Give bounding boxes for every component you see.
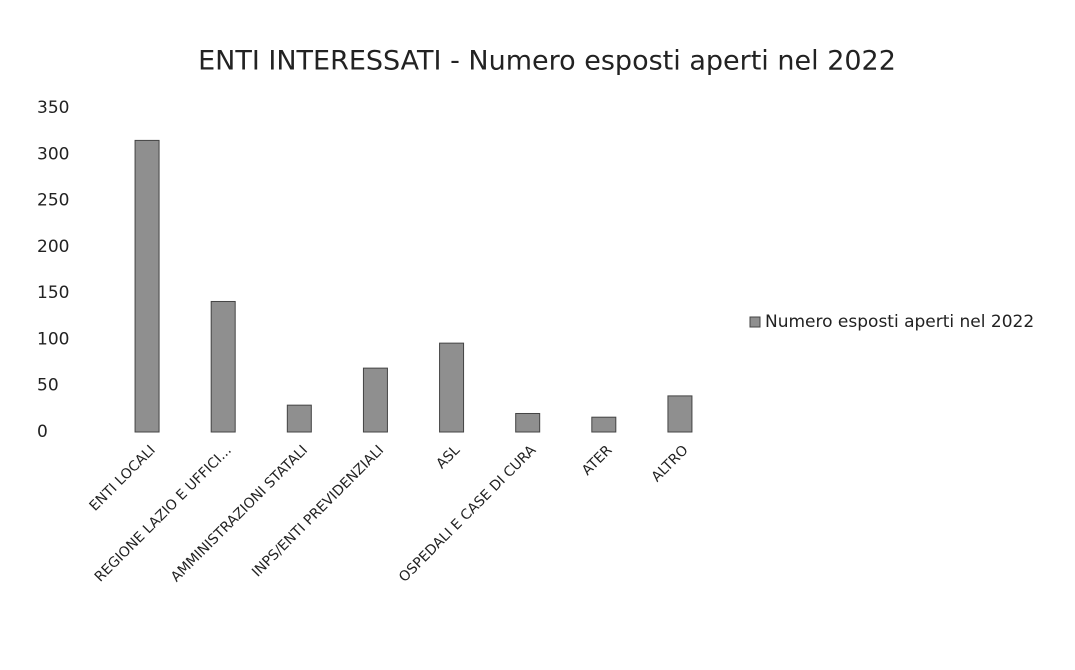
legend-label: Numero esposti aperti nel 2022 <box>765 312 1034 332</box>
bar <box>286 404 312 433</box>
x-tick-label: ASL <box>433 442 463 472</box>
x-tick-label: AMMINISTRAZIONI STATALI <box>168 442 311 585</box>
chart-title: ENTI INTERESSATI - Numero esposti aperti… <box>198 46 896 77</box>
bar <box>515 412 541 433</box>
bar <box>591 416 617 433</box>
x-tick-label: OSPEDALI E CASE DI CURA <box>396 442 540 586</box>
bar <box>439 342 465 433</box>
y-tick-label: 200 <box>37 237 69 257</box>
bar <box>667 395 693 433</box>
x-tick-label: ENTI LOCALI <box>87 442 159 514</box>
bar <box>134 139 160 433</box>
y-tick-label: 0 <box>37 422 48 442</box>
y-tick-label: 300 <box>37 144 69 164</box>
legend-marker <box>749 316 761 328</box>
x-tick-label: REGIONE LAZIO E UFFICI... <box>92 442 235 585</box>
x-tick-label: ALTRO <box>649 442 692 485</box>
y-tick-label: 250 <box>37 191 69 211</box>
bar <box>362 367 388 433</box>
x-tick-label: ATER <box>579 442 616 479</box>
x-tick-label: INPS/ENTI PREVIDENZIALI <box>249 442 387 580</box>
y-tick-label: 50 <box>37 376 59 396</box>
y-tick-label: 150 <box>37 283 69 303</box>
y-tick-label: 350 <box>37 98 69 118</box>
y-tick-label: 100 <box>37 329 69 349</box>
bar <box>210 300 236 433</box>
